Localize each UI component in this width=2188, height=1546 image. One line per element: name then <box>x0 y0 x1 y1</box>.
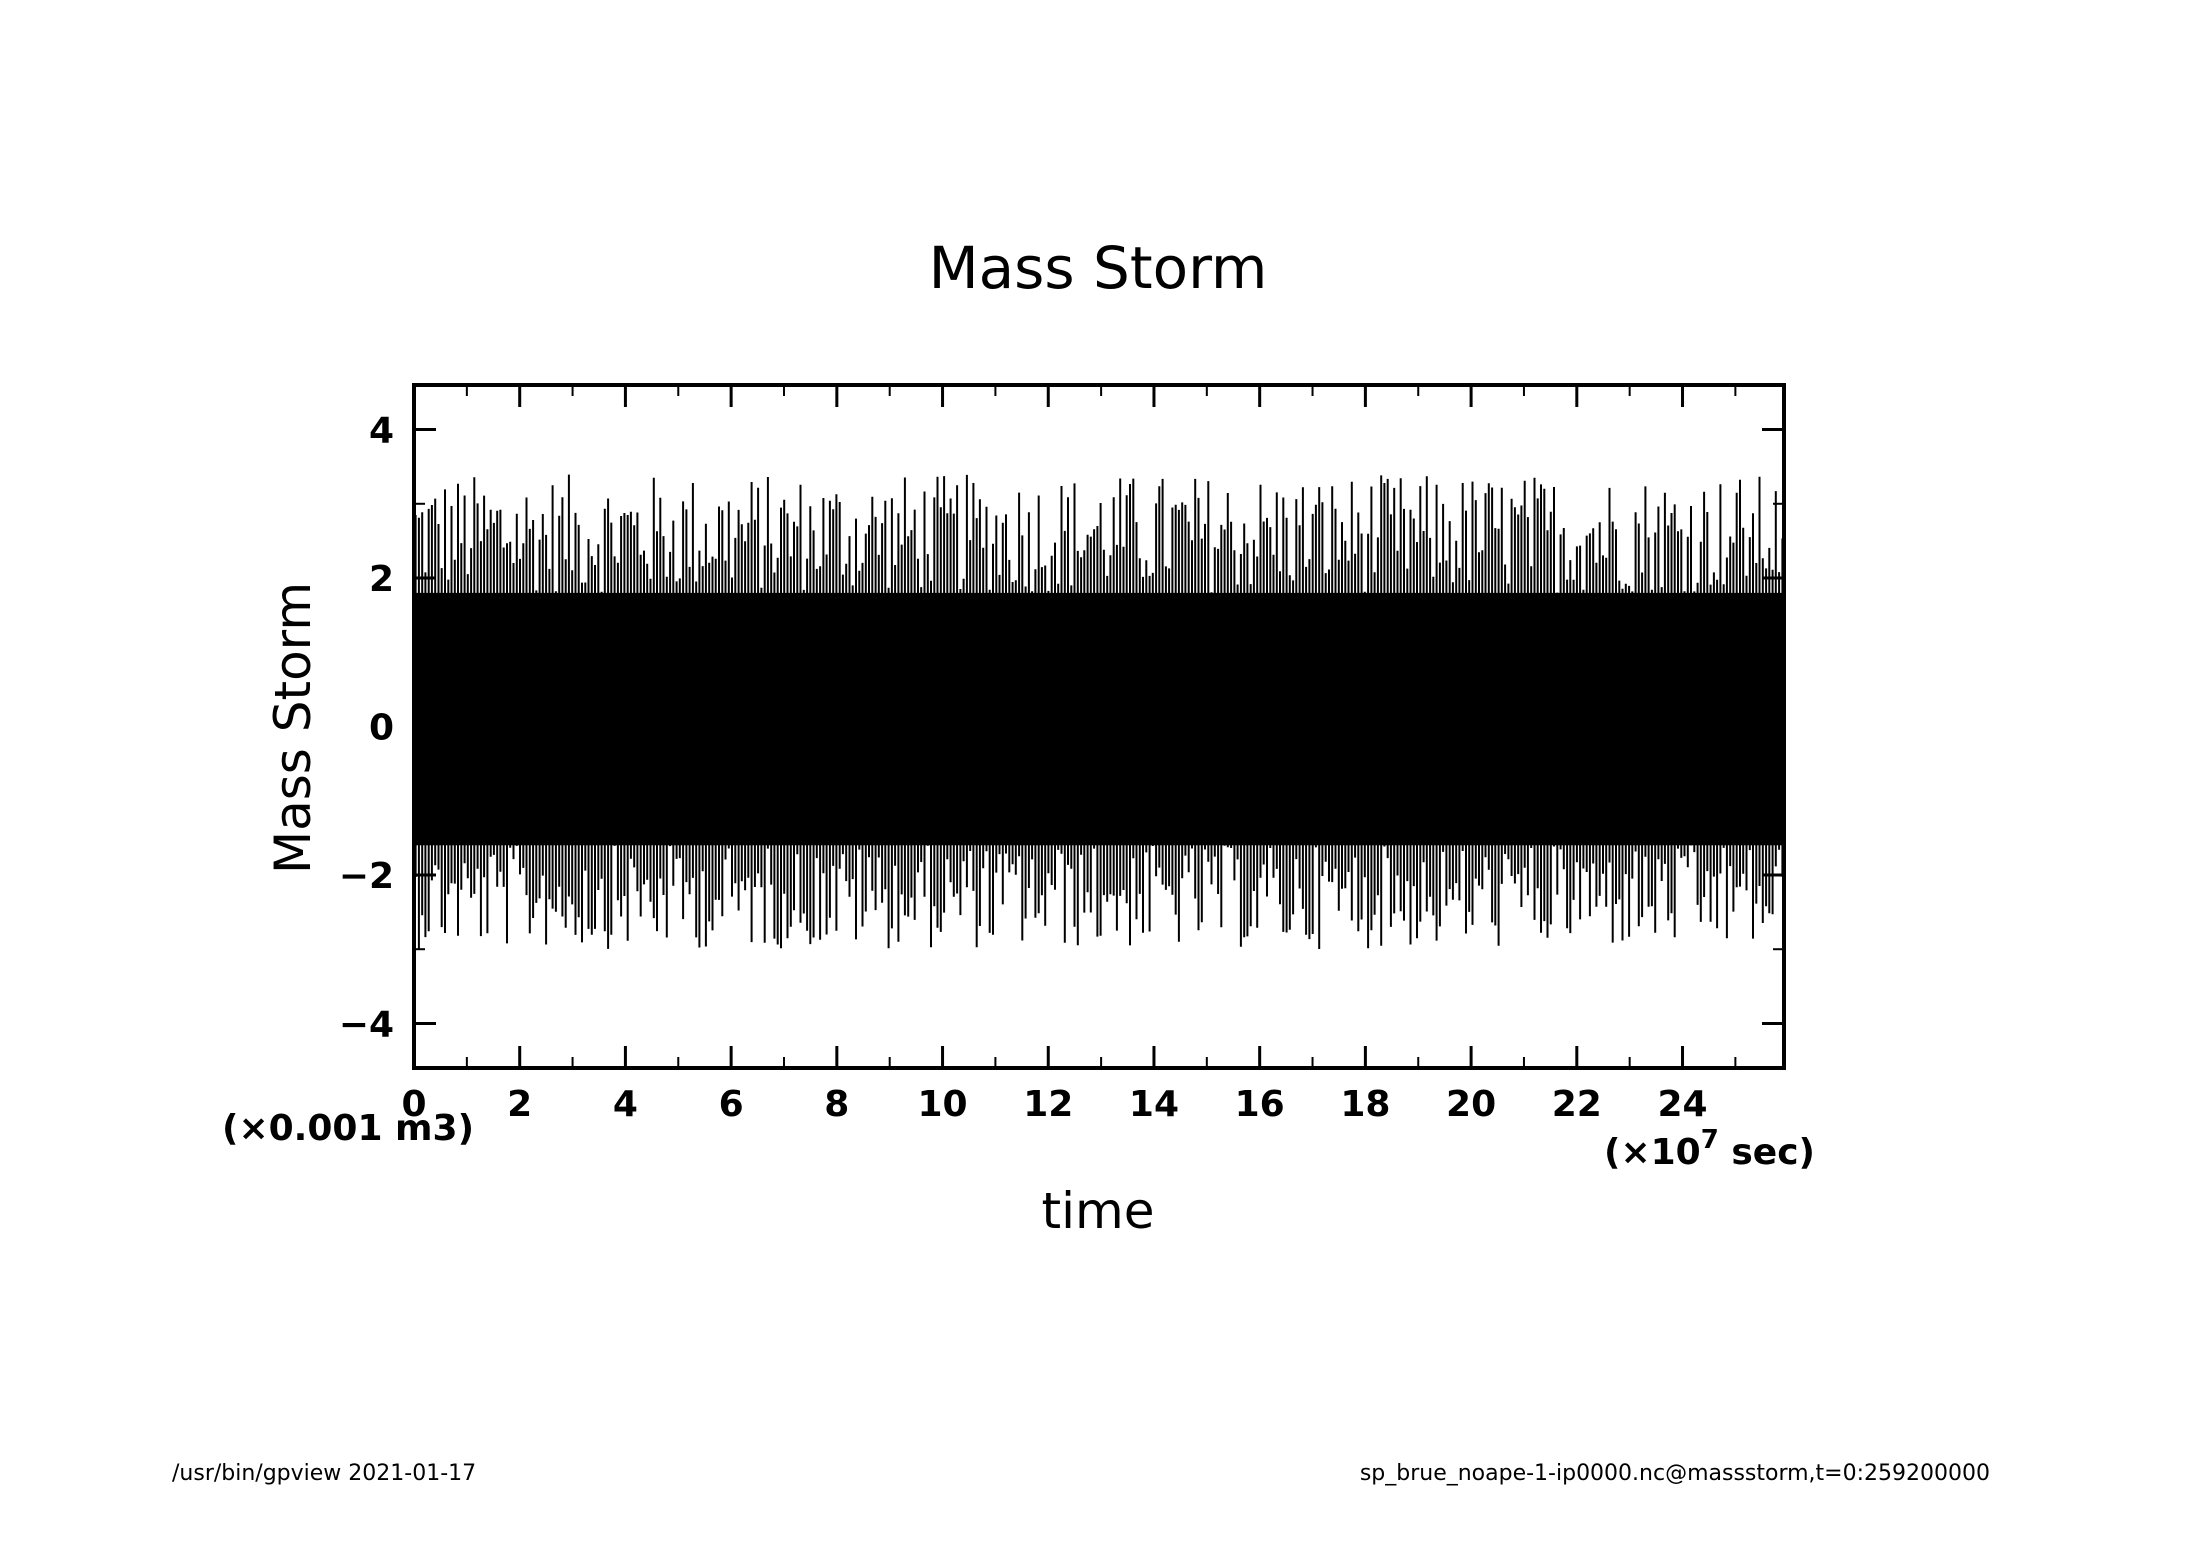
x-tick-label: 24 <box>1657 1084 1707 1125</box>
x-tick-label: 10 <box>917 1084 967 1125</box>
x-tick-label: 2 <box>507 1084 532 1125</box>
x-axis-unit-label: (×107 sec) <box>1604 1125 1815 1173</box>
y-tick-label: 4 <box>369 411 394 452</box>
x-axis-label: time <box>1042 1182 1155 1240</box>
x-tick-label: 4 <box>613 1084 638 1125</box>
y-tick-label: 2 <box>369 559 394 600</box>
x-tick-label: 12 <box>1023 1084 1073 1125</box>
y-axis-label: Mass Storm <box>264 582 322 874</box>
plot-series <box>414 474 1784 949</box>
x-unit-prefix: (×10 <box>1604 1132 1701 1173</box>
y-tick-label: 0 <box>369 708 394 749</box>
x-tick-label: 0 <box>401 1084 426 1125</box>
x-tick-label: 14 <box>1129 1084 1179 1125</box>
x-tick-label: 22 <box>1552 1084 1602 1125</box>
x-axis-ticks: 0 2 4 6 8 10 12 14 16 18 20 22 24 <box>401 385 1737 1125</box>
x-tick-label: 6 <box>719 1084 744 1125</box>
x-tick-label: 20 <box>1446 1084 1496 1125</box>
chart-title: Mass Storm <box>929 234 1268 302</box>
footer-left-text: /usr/bin/gpview 2021-01-17 <box>172 1461 476 1486</box>
y-tick-label: −4 <box>339 1004 394 1045</box>
series-dense-band <box>414 592 1784 846</box>
x-tick-label: 16 <box>1235 1084 1285 1125</box>
x-unit-suffix: sec) <box>1719 1132 1815 1173</box>
y-axis-ticks: −4 −2 0 2 4 <box>339 411 1784 1045</box>
x-tick-label: 18 <box>1340 1084 1390 1125</box>
x-tick-label: 8 <box>824 1084 849 1125</box>
footer-right-text: sp_brue_noape-1-ip0000.nc@massstorm,t=0:… <box>1360 1461 1990 1486</box>
y-axis-unit-label: (×0.001 m3) <box>222 1108 474 1149</box>
x-unit-exponent: 7 <box>1701 1125 1719 1155</box>
y-tick-label: −2 <box>339 856 394 897</box>
